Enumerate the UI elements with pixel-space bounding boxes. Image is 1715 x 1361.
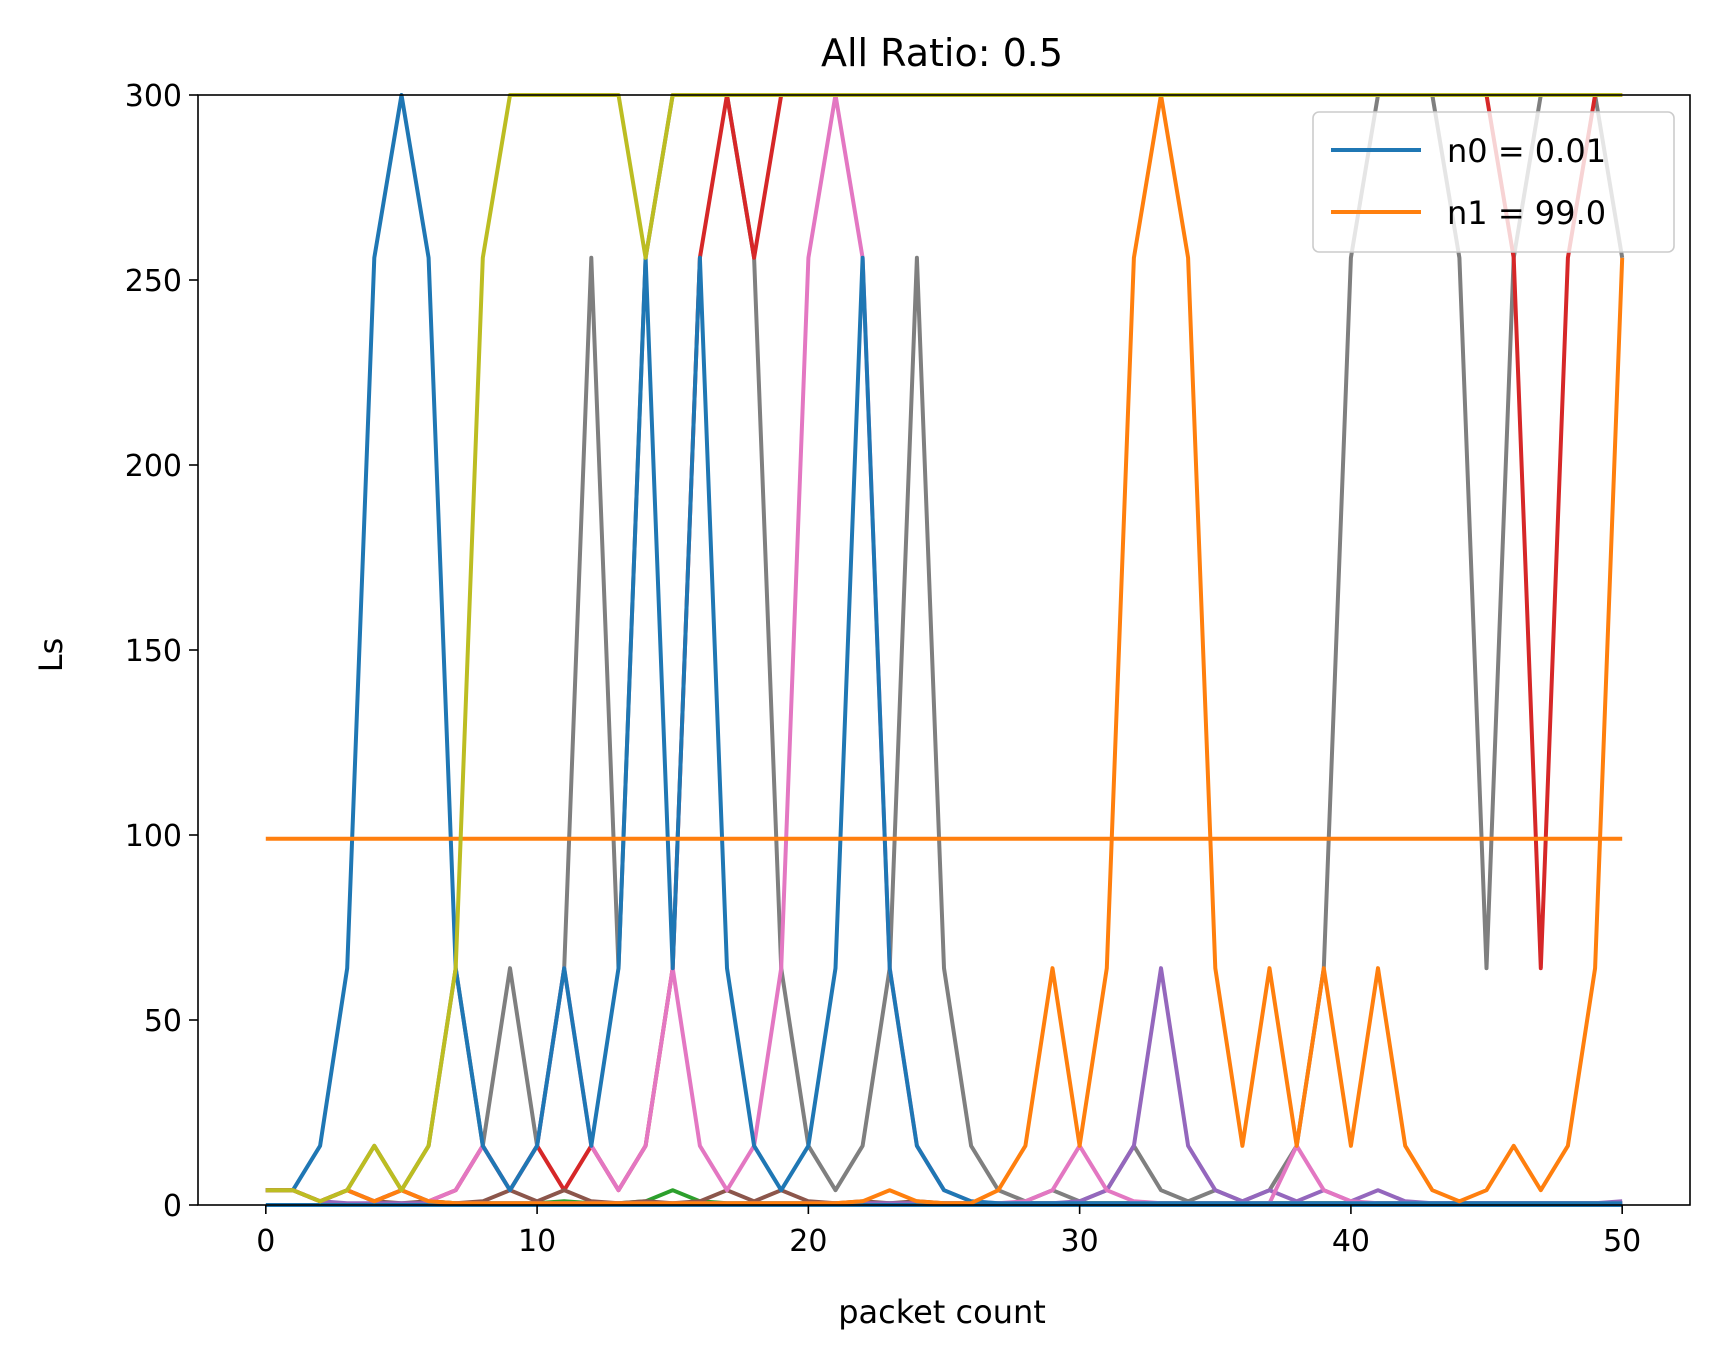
y-axis-ticks: 0 50 100 150 200 250 300 xyxy=(125,79,198,1224)
x-tick-label: 0 xyxy=(256,1224,275,1259)
y-tick-label: 250 xyxy=(125,264,182,299)
x-axis-ticks: 0 10 20 30 40 50 xyxy=(256,1205,1641,1259)
series-line-orange xyxy=(265,93,1625,1206)
chart-title: All Ratio: 0.5 xyxy=(821,31,1063,75)
y-tick-label: 200 xyxy=(125,449,182,484)
legend-label: n1 = 99.0 xyxy=(1447,194,1606,232)
y-tick-label: 300 xyxy=(125,79,182,114)
x-tick-label: 20 xyxy=(789,1224,827,1259)
y-axis-label: Ls xyxy=(32,638,70,673)
x-axis-label: packet count xyxy=(838,1293,1046,1331)
legend-box xyxy=(1312,111,1675,253)
y-tick-label: 100 xyxy=(125,819,182,854)
plot-area xyxy=(197,93,1691,1207)
x-tick-label: 50 xyxy=(1603,1224,1641,1259)
legend-label: n0 = 0.01 xyxy=(1447,132,1606,170)
y-tick-label: 150 xyxy=(125,634,182,669)
y-tick-label: 50 xyxy=(144,1004,182,1039)
legend: n0 = 0.01 n1 = 99.0 xyxy=(1312,111,1675,253)
x-tick-label: 10 xyxy=(518,1224,556,1259)
y-tick-label: 0 xyxy=(163,1189,182,1224)
x-tick-label: 40 xyxy=(1332,1224,1370,1259)
x-tick-label: 30 xyxy=(1061,1224,1099,1259)
